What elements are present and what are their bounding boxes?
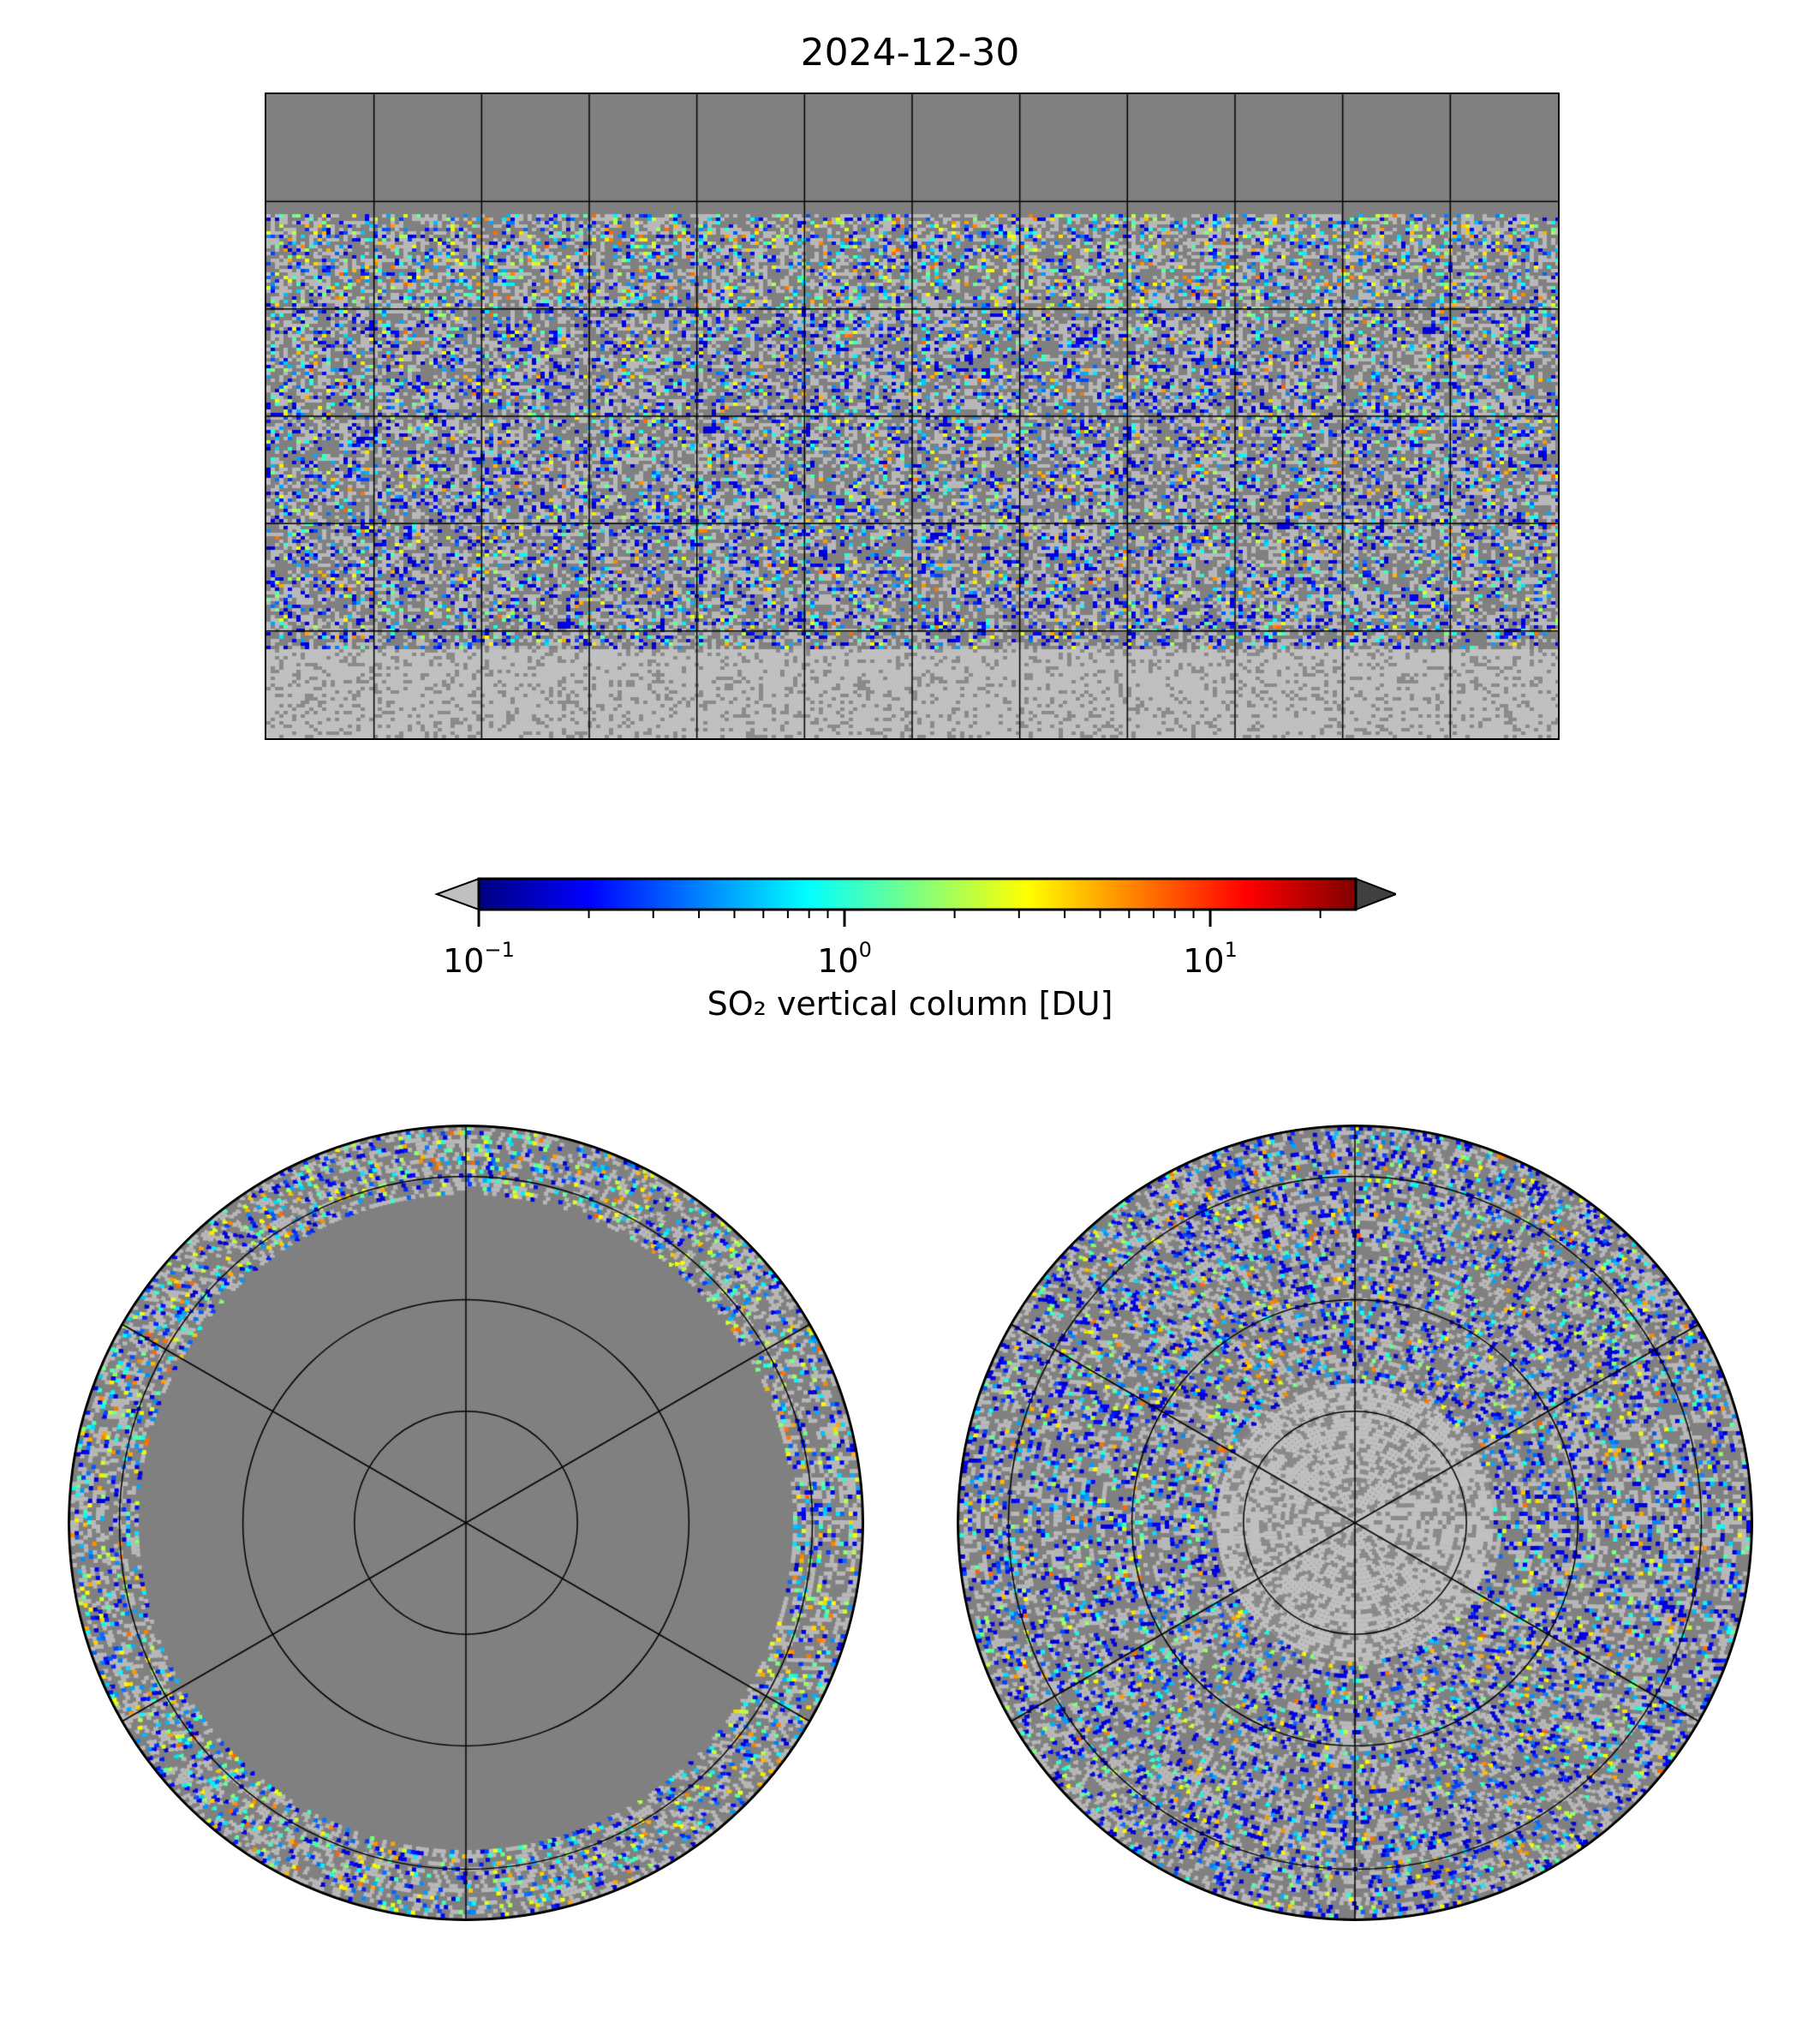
colorbar-over-extension <box>1355 877 1399 911</box>
tick-exponent: 1 <box>1224 938 1238 962</box>
tick-base: 10 <box>1183 942 1225 980</box>
tick-base: 10 <box>443 942 485 980</box>
colorbar-under-extension <box>434 877 480 911</box>
colorbar-gradient <box>477 877 1358 911</box>
south-polar-map <box>957 1125 1753 1921</box>
colorbar-label: SO₂ vertical column [DU] <box>707 985 1113 1023</box>
colorbar <box>428 872 1399 935</box>
tick-exponent: 0 <box>858 938 872 962</box>
colorbar-ticks <box>477 910 1322 927</box>
colorbar-svg <box>434 877 1399 927</box>
global-map <box>265 92 1560 740</box>
colorbar-tick-label: 100 <box>817 938 872 980</box>
north-polar-map <box>68 1125 864 1921</box>
tick-base: 10 <box>817 942 859 980</box>
colorbar-tick-label: 101 <box>1183 938 1238 980</box>
tick-exponent: −1 <box>484 938 515 962</box>
colorbar-tick-label: 10−1 <box>443 938 515 980</box>
chart-title: 2024-12-30 <box>800 31 1020 75</box>
